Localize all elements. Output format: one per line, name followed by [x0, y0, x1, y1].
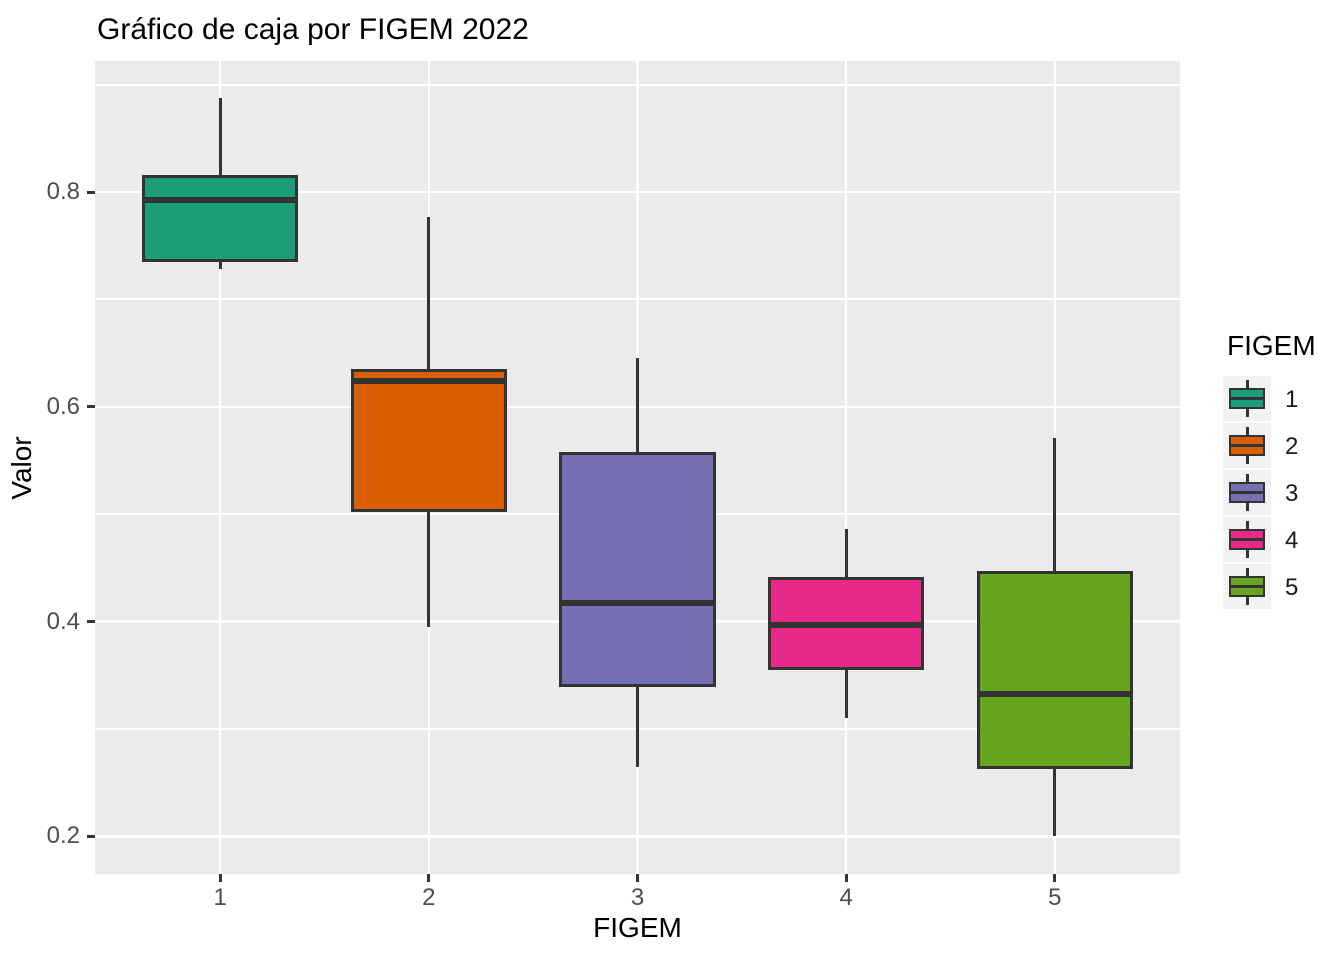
y-tick-label: 0.2	[46, 822, 80, 850]
box-iqr	[976, 571, 1134, 769]
legend-label: 2	[1285, 433, 1299, 460]
y-tick-mark	[87, 190, 95, 194]
legend-key	[1223, 470, 1271, 515]
x-tick-label: 4	[839, 884, 853, 911]
category-gridline	[844, 61, 848, 874]
x-tick-mark	[1053, 874, 1057, 882]
y-tick-label: 0.4	[46, 607, 80, 635]
legend-key-median-line	[1229, 491, 1265, 494]
legend-key-median-line	[1229, 585, 1265, 588]
legend-items: 1 2 3 4 5	[1223, 376, 1316, 610]
x-tick-label: 1	[213, 884, 227, 911]
legend-key	[1223, 376, 1271, 421]
legend-item: 2	[1223, 423, 1316, 469]
y-tick-label: 0.6	[46, 392, 80, 420]
lower-whisker	[427, 512, 431, 627]
legend-item: 4	[1223, 517, 1316, 563]
upper-whisker	[844, 529, 848, 577]
legend-label: 4	[1285, 527, 1299, 554]
legend-label: 3	[1285, 480, 1299, 507]
y-tick-mark	[87, 620, 95, 624]
legend-key-median-line	[1229, 444, 1265, 447]
median-line	[976, 690, 1134, 697]
y-axis-title: Valor	[6, 435, 37, 500]
upper-whisker	[427, 216, 431, 370]
legend: FIGEM 1 2 3 4 5	[1223, 330, 1316, 611]
legend-item: 5	[1223, 564, 1316, 610]
x-axis-title: FIGEM	[593, 912, 682, 943]
legend-key	[1223, 517, 1271, 562]
box-iqr	[141, 174, 299, 262]
x-tick-label: 5	[1048, 884, 1062, 911]
median-line	[559, 600, 716, 607]
x-tick-mark	[844, 874, 848, 882]
upper-whisker	[1053, 437, 1057, 572]
box-iqr	[559, 451, 716, 688]
median-line	[141, 196, 299, 203]
legend-key	[1223, 423, 1271, 468]
box-iqr	[350, 369, 508, 513]
plot-panel	[95, 61, 1180, 874]
upper-whisker	[218, 97, 222, 175]
lower-whisker	[636, 687, 639, 767]
y-tick-mark	[87, 405, 95, 409]
x-tick-mark	[636, 874, 639, 882]
legend-title: FIGEM	[1227, 330, 1316, 361]
median-line	[767, 621, 925, 628]
lower-whisker	[1053, 768, 1057, 837]
legend-label: 5	[1285, 574, 1299, 601]
legend-item: 1	[1223, 376, 1316, 422]
category-gridline	[218, 61, 222, 874]
x-tick-label: 2	[422, 884, 436, 911]
y-tick-label: 0.8	[46, 178, 80, 206]
legend-label: 1	[1285, 386, 1299, 413]
lower-whisker	[218, 261, 222, 270]
x-tick-mark	[218, 874, 222, 882]
legend-key	[1223, 564, 1271, 609]
plot-title: Gráfico de caja por FIGEM 2022	[97, 13, 529, 46]
median-line	[350, 378, 508, 385]
upper-whisker	[636, 358, 639, 452]
legend-key-median-line	[1229, 538, 1265, 541]
y-tick-mark	[87, 834, 95, 838]
lower-whisker	[844, 669, 848, 719]
legend-key-median-line	[1229, 397, 1265, 400]
legend-item: 3	[1223, 470, 1316, 516]
x-tick-label: 3	[630, 884, 645, 911]
x-tick-mark	[427, 874, 431, 882]
